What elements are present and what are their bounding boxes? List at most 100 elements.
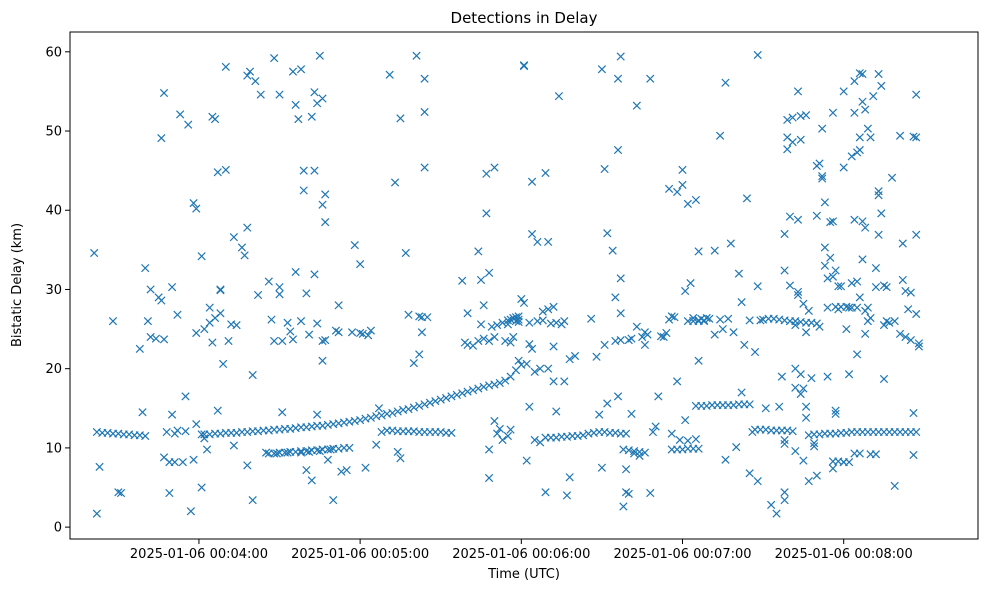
data-point — [597, 65, 607, 74]
data-point — [310, 270, 319, 279]
data-point — [463, 387, 472, 396]
data-point — [108, 317, 118, 326]
data-point — [501, 376, 510, 385]
data-point — [167, 410, 177, 419]
data-point — [286, 327, 295, 336]
data-point — [627, 409, 636, 418]
data-point — [474, 247, 483, 256]
data-point — [801, 402, 811, 411]
data-point — [651, 422, 660, 431]
data-point — [791, 320, 800, 330]
data-point — [914, 339, 924, 348]
x-axis-label: Time (UTC) — [487, 567, 560, 582]
data-point — [810, 442, 819, 451]
data-point — [527, 344, 537, 353]
data-point — [678, 180, 687, 190]
data-point — [667, 429, 676, 438]
data-point — [646, 74, 655, 83]
data-point — [831, 406, 840, 415]
data-point — [165, 488, 174, 498]
x-tick-label: 2025-01-06 00:07:00 — [613, 547, 751, 562]
data-point — [887, 173, 897, 182]
data-point — [476, 320, 486, 329]
y-tick-label: 0 — [54, 521, 62, 536]
data-point — [243, 461, 252, 470]
data-point — [533, 237, 542, 247]
data-point — [342, 465, 351, 475]
data-point — [912, 133, 921, 142]
data-point — [498, 318, 507, 327]
data-point — [753, 282, 762, 291]
y-tick-label: 30 — [45, 283, 62, 298]
data-point — [552, 407, 561, 416]
data-point — [646, 488, 655, 498]
data-point — [229, 441, 238, 450]
data-point — [514, 315, 523, 324]
data-point — [710, 330, 719, 339]
data-point — [877, 209, 886, 218]
data-point — [595, 410, 604, 419]
data-point — [826, 218, 835, 227]
data-point — [299, 186, 308, 195]
data-point — [831, 409, 840, 418]
data-point — [213, 168, 222, 177]
data-point — [828, 108, 838, 117]
data-point — [640, 448, 650, 457]
data-point — [630, 449, 639, 458]
data-point — [683, 199, 692, 209]
data-point — [847, 278, 856, 288]
data-point — [267, 315, 276, 324]
data-point — [801, 413, 811, 422]
data-point — [694, 356, 703, 365]
data-point — [858, 217, 867, 226]
data-point — [852, 277, 862, 286]
data-point — [788, 113, 797, 122]
data-point — [820, 261, 830, 270]
data-point — [624, 489, 633, 498]
data-point — [861, 105, 870, 114]
data-point — [189, 455, 198, 464]
data-point — [855, 145, 864, 155]
data-point — [737, 388, 746, 397]
data-point — [780, 229, 789, 239]
chart-title: Detections in Delay — [451, 9, 598, 27]
data-point — [600, 164, 609, 174]
data-point — [879, 320, 889, 330]
data-point — [780, 496, 789, 505]
data-point — [858, 255, 867, 264]
data-point — [895, 131, 905, 140]
data-point — [866, 133, 875, 142]
data-point — [745, 316, 754, 325]
data-point — [484, 445, 494, 454]
data-point — [474, 384, 483, 393]
data-point — [793, 215, 803, 224]
data-point — [839, 163, 848, 172]
data-point — [761, 404, 770, 413]
data-point — [780, 435, 789, 445]
data-point — [912, 230, 921, 239]
data-point — [409, 403, 418, 412]
data-point — [170, 458, 179, 467]
data-point — [656, 332, 666, 341]
data-point — [793, 290, 803, 300]
data-point — [366, 326, 376, 335]
data-point — [818, 174, 827, 183]
data-point — [525, 318, 534, 327]
data-point — [264, 277, 273, 286]
data-point — [724, 314, 733, 323]
data-point — [146, 332, 155, 342]
x-tick-label: 2025-01-06 00:04:00 — [130, 547, 268, 562]
data-point — [861, 223, 870, 232]
data-point — [560, 377, 569, 386]
data-point — [283, 318, 292, 327]
data-point — [799, 299, 808, 308]
data-point — [820, 198, 830, 207]
y-tick-label: 60 — [45, 45, 62, 60]
data-point — [801, 328, 811, 337]
data-point — [799, 384, 808, 393]
data-point — [780, 439, 789, 449]
data-point — [740, 340, 749, 350]
data-point — [458, 389, 467, 398]
data-point — [490, 163, 499, 172]
